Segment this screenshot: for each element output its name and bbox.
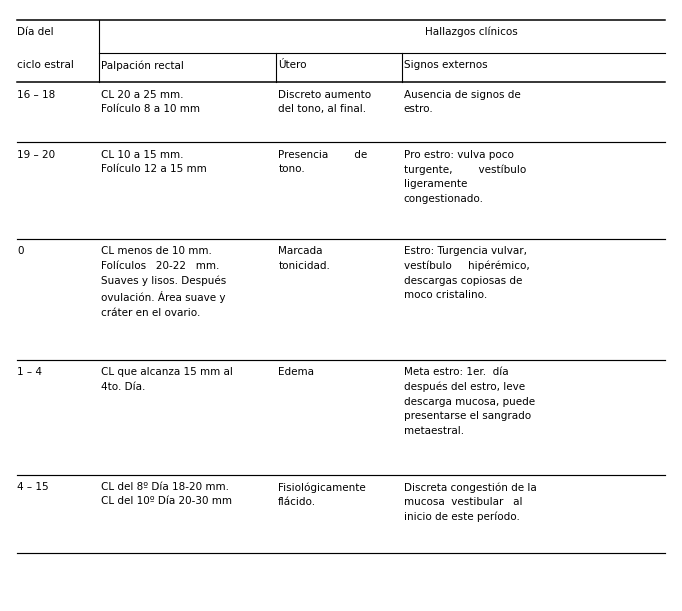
Text: Signos externos: Signos externos: [404, 60, 488, 70]
Text: Presencia        de
tono.: Presencia de tono.: [278, 150, 368, 174]
Text: Pro estro: vulva poco
turgente,        vestíbulo
ligeramente
congestionado.: Pro estro: vulva poco turgente, vestíbul…: [404, 150, 526, 203]
Text: Discreto aumento
del tono, al final.: Discreto aumento del tono, al final.: [278, 90, 372, 114]
Text: CL 10 a 15 mm.
Folículo 12 a 15 mm: CL 10 a 15 mm. Folículo 12 a 15 mm: [101, 150, 207, 174]
Text: ciclo estral: ciclo estral: [17, 60, 74, 70]
Text: CL del 8º Día 18-20 mm.
CL del 10º Día 20-30 mm: CL del 8º Día 18-20 mm. CL del 10º Día 2…: [101, 482, 232, 507]
Text: Ausencia de signos de
estro.: Ausencia de signos de estro.: [404, 90, 520, 114]
Text: Fisiológicamente
flácido.: Fisiológicamente flácido.: [278, 482, 366, 507]
Text: Discreta congestión de la
mucosa  vestibular   al
inicio de este período.: Discreta congestión de la mucosa vestibu…: [404, 482, 537, 522]
Text: Hallazgos clínicos: Hallazgos clínicos: [426, 27, 518, 37]
Text: Marcada
tonicidad.: Marcada tonicidad.: [278, 246, 330, 271]
Text: 1 – 4: 1 – 4: [17, 367, 42, 377]
Text: CL menos de 10 mm.
Folículos   20-22   mm.
Suaves y lisos. Después
ovulación. Ár: CL menos de 10 mm. Folículos 20-22 mm. S…: [101, 246, 226, 318]
Text: CL 20 a 25 mm.
Folículo 8 a 10 mm: CL 20 a 25 mm. Folículo 8 a 10 mm: [101, 90, 200, 114]
Text: 16 – 18: 16 – 18: [17, 90, 55, 100]
Text: Útero: Útero: [278, 60, 307, 70]
Text: Palpación rectal: Palpación rectal: [101, 60, 184, 71]
Text: 0: 0: [17, 246, 24, 256]
Text: CL que alcanza 15 mm al
4to. Día.: CL que alcanza 15 mm al 4to. Día.: [101, 367, 233, 392]
Text: Día del: Día del: [17, 27, 54, 37]
Text: Meta estro: 1er.  día
después del estro, leve
descarga mucosa, puede
presentarse: Meta estro: 1er. día después del estro, …: [404, 367, 535, 436]
Text: 19 – 20: 19 – 20: [17, 150, 55, 159]
Text: 4 – 15: 4 – 15: [17, 482, 48, 492]
Text: Estro: Turgencia vulvar,
vestíbulo     hipérémico,
descargas copiosas de
moco cr: Estro: Turgencia vulvar, vestíbulo hipér…: [404, 246, 529, 300]
Text: Edema: Edema: [278, 367, 314, 377]
